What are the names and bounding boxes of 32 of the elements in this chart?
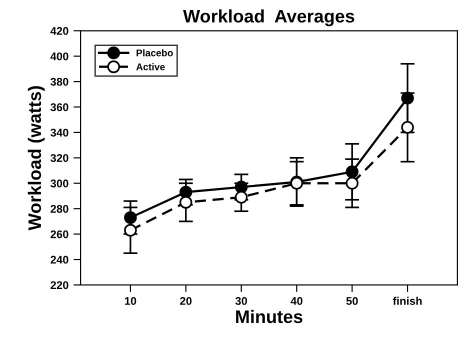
point <box>346 165 359 178</box>
x-tick-label: 40 <box>290 297 302 305</box>
point <box>401 120 414 134</box>
point <box>124 211 137 224</box>
y-tick-label: 260 <box>50 230 68 238</box>
point <box>179 196 192 209</box>
legend-label: Placebo <box>136 49 173 56</box>
point <box>346 176 359 190</box>
x-tick-label: 10 <box>124 297 136 305</box>
point <box>401 92 414 105</box>
x-tick-label: 50 <box>346 297 358 305</box>
x-axis-title: Minutes <box>236 310 302 324</box>
y-tick-label: 240 <box>50 256 68 264</box>
y-tick-label: 420 <box>50 27 68 35</box>
x-tick-label: finish <box>392 296 422 305</box>
y-tick-label: 360 <box>50 103 68 112</box>
x-tick-label: 30 <box>235 297 248 305</box>
legend-label: Active <box>136 63 165 70</box>
point <box>234 180 248 194</box>
point <box>124 224 137 237</box>
y-axis-title: Workload (watts) <box>28 86 45 230</box>
y-tick-label: 380 <box>50 78 68 86</box>
y-tick-label: 400 <box>50 52 68 60</box>
y-tick-label: 280 <box>50 204 68 213</box>
point <box>234 190 248 204</box>
point <box>179 186 192 199</box>
y-tick-label: 320 <box>50 154 68 162</box>
chart-title: Workload Averages <box>183 9 354 26</box>
y-tick-label: 340 <box>50 128 68 137</box>
y-tick-label: 300 <box>50 180 68 188</box>
y-tick-label: 220 <box>50 281 68 290</box>
x-tick-label: 20 <box>180 297 192 305</box>
